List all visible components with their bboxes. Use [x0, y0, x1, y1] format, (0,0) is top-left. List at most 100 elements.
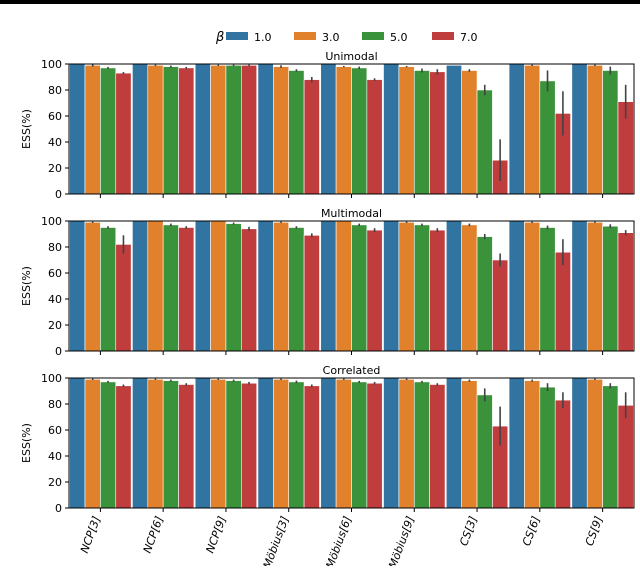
bar-correlated-Möbius[6]-beta-3.0: [335, 378, 352, 509]
bar-multimodal-Möbius[9]-beta-5.0: [413, 224, 430, 352]
bar-correlated-CS[6]-beta-5.0: [539, 386, 556, 509]
bar-multimodal-NCP[9]-beta-1.0: [194, 220, 211, 352]
bar-correlated-NCP[3]-beta-7.0: [115, 385, 132, 509]
bar-correlated-NCP[6]-beta-1.0: [132, 377, 149, 509]
bar-unimodal-Möbius[6]-beta-1.0: [320, 63, 337, 195]
bar-unimodal-NCP[3]-beta-7.0: [115, 72, 132, 195]
bar-correlated-Möbius[6]-beta-7.0: [366, 382, 383, 509]
bar-multimodal-CS[6]-beta-1.0: [508, 220, 525, 352]
bar-unimodal-NCP[9]-beta-7.0: [241, 65, 258, 195]
x-tick-label-Möbius[9]: Möbius[9]: [386, 515, 417, 566]
bar-correlated-CS[6]-beta-3.0: [524, 380, 541, 509]
legend-label-5.0: 5.0: [390, 31, 408, 44]
bar-correlated-CS[6]-beta-1.0: [508, 377, 525, 509]
top-border: [0, 0, 640, 4]
bar-multimodal-Möbius[6]-beta-7.0: [366, 229, 383, 352]
bar-unimodal-NCP[6]-beta-3.0: [147, 65, 164, 195]
bar-unimodal-Möbius[6]-beta-3.0: [335, 66, 352, 195]
bar-multimodal-NCP[9]-beta-3.0: [210, 220, 227, 352]
legend-swatch-5.0: [362, 32, 384, 40]
bar-multimodal-CS[9]-beta-3.0: [586, 222, 603, 352]
bar-correlated-NCP[3]-beta-1.0: [69, 377, 86, 509]
bar-unimodal-CS[6]-beta-1.0: [508, 63, 525, 195]
bar-multimodal-NCP[6]-beta-3.0: [147, 220, 164, 352]
y-tick-label: 20: [48, 162, 62, 175]
y-tick-label: 80: [48, 241, 62, 254]
bar-unimodal-CS[3]-beta-3.0: [461, 70, 478, 195]
bar-unimodal-CS[6]-beta-3.0: [524, 65, 541, 195]
bar-correlated-CS[9]-beta-1.0: [571, 377, 588, 509]
bar-unimodal-Möbius[3]-beta-3.0: [273, 66, 290, 195]
bar-unimodal-CS[9]-beta-1.0: [571, 63, 588, 195]
bar-correlated-NCP[3]-beta-3.0: [84, 378, 101, 509]
bar-correlated-CS[9]-beta-3.0: [586, 378, 603, 509]
bar-correlated-CS[9]-beta-5.0: [602, 385, 619, 509]
bar-multimodal-NCP[3]-beta-3.0: [84, 222, 101, 352]
bar-correlated-Möbius[6]-beta-5.0: [351, 381, 368, 509]
bar-unimodal-CS[9]-beta-5.0: [602, 70, 619, 195]
bar-multimodal-Möbius[9]-beta-7.0: [429, 229, 446, 352]
bar-correlated-NCP[9]-beta-1.0: [194, 377, 211, 509]
bar-multimodal-Möbius[9]-beta-3.0: [398, 222, 415, 352]
bar-correlated-CS[3]-beta-3.0: [461, 380, 478, 509]
bar-multimodal-CS[6]-beta-5.0: [539, 227, 556, 352]
y-tick-label: 60: [48, 424, 62, 437]
panel-title-multimodal: Multimodal: [321, 207, 382, 220]
bar-correlated-Möbius[3]-beta-5.0: [288, 381, 305, 509]
bar-correlated-NCP[6]-beta-7.0: [178, 384, 195, 509]
bar-multimodal-NCP[9]-beta-7.0: [241, 228, 258, 352]
y-tick-label: 20: [48, 319, 62, 332]
bar-correlated-CS[9]-beta-7.0: [617, 404, 634, 509]
x-tick-label-CS[3]: CS[3]: [457, 515, 480, 548]
bar-correlated-NCP[9]-beta-3.0: [210, 378, 227, 509]
bar-multimodal-CS[9]-beta-7.0: [617, 232, 634, 352]
bar-multimodal-NCP[6]-beta-5.0: [162, 224, 179, 352]
bar-multimodal-Möbius[3]-beta-5.0: [288, 227, 305, 352]
y-tick-label: 80: [48, 84, 62, 97]
bar-unimodal-NCP[6]-beta-5.0: [162, 66, 179, 195]
bar-correlated-CS[3]-beta-1.0: [445, 377, 462, 509]
bar-multimodal-CS[6]-beta-7.0: [554, 251, 571, 352]
bar-unimodal-CS[9]-beta-3.0: [586, 65, 603, 195]
bar-multimodal-CS[9]-beta-1.0: [571, 220, 588, 352]
bar-multimodal-NCP[9]-beta-5.0: [225, 223, 242, 352]
y-tick-label: 40: [48, 293, 62, 306]
bar-unimodal-NCP[3]-beta-1.0: [69, 63, 86, 195]
legend-label-1.0: 1.0: [254, 31, 272, 44]
bar-multimodal-NCP[6]-beta-7.0: [178, 227, 195, 352]
bar-unimodal-NCP[3]-beta-5.0: [100, 67, 117, 195]
bar-multimodal-Möbius[3]-beta-7.0: [303, 235, 320, 352]
x-tick-label-Möbius[6]: Möbius[6]: [323, 515, 354, 566]
bar-unimodal-NCP[6]-beta-7.0: [178, 67, 195, 195]
legend-label-3.0: 3.0: [322, 31, 340, 44]
y-tick-label: 100: [41, 372, 62, 385]
bar-multimodal-Möbius[6]-beta-5.0: [351, 224, 368, 352]
bar-multimodal-Möbius[6]-beta-1.0: [320, 220, 337, 352]
legend-title: β: [215, 30, 224, 45]
bar-unimodal-CS[3]-beta-1.0: [445, 65, 462, 195]
bar-multimodal-Möbius[3]-beta-3.0: [273, 222, 290, 352]
bar-multimodal-NCP[3]-beta-5.0: [100, 227, 117, 352]
bar-multimodal-CS[9]-beta-5.0: [602, 225, 619, 352]
bar-unimodal-NCP[9]-beta-3.0: [210, 65, 227, 195]
y-tick-label: 40: [48, 450, 62, 463]
bar-correlated-CS[6]-beta-7.0: [554, 399, 571, 509]
bar-unimodal-Möbius[6]-beta-7.0: [366, 79, 383, 195]
y-tick-label: 60: [48, 110, 62, 123]
y-tick-label: 0: [55, 345, 62, 358]
bar-multimodal-NCP[3]-beta-1.0: [69, 220, 86, 352]
bar-unimodal-Möbius[6]-beta-5.0: [351, 67, 368, 195]
bar-unimodal-Möbius[3]-beta-5.0: [288, 70, 305, 195]
bar-multimodal-Möbius[9]-beta-1.0: [383, 220, 400, 352]
bar-unimodal-Möbius[9]-beta-7.0: [429, 71, 446, 195]
bar-multimodal-CS[3]-beta-1.0: [445, 220, 462, 352]
bar-multimodal-Möbius[3]-beta-1.0: [257, 220, 274, 352]
bar-unimodal-NCP[9]-beta-1.0: [194, 63, 211, 195]
bar-correlated-NCP[9]-beta-5.0: [225, 380, 242, 509]
bar-correlated-NCP[6]-beta-5.0: [162, 380, 179, 509]
bar-multimodal-CS[3]-beta-7.0: [492, 259, 509, 352]
bar-correlated-Möbius[3]-beta-3.0: [273, 378, 290, 509]
x-tick-label-NCP[3]: NCP[3]: [78, 515, 103, 555]
bar-correlated-Möbius[6]-beta-1.0: [320, 377, 337, 509]
